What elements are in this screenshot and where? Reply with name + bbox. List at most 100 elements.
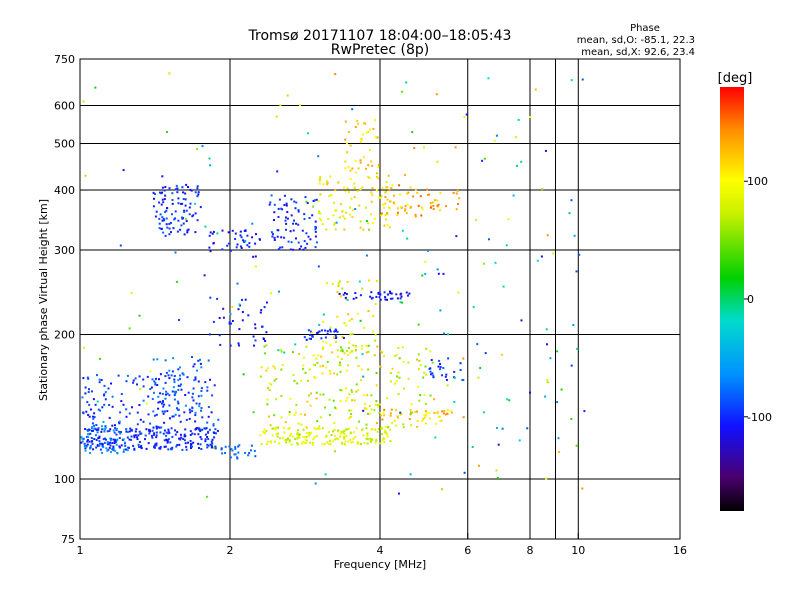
data-point — [361, 287, 364, 290]
data-point — [108, 446, 111, 449]
data-point — [446, 384, 449, 387]
y-tick-label: 100 — [54, 473, 75, 486]
data-point — [325, 282, 328, 285]
data-point — [94, 403, 97, 406]
data-point — [103, 441, 106, 444]
data-point — [229, 456, 232, 459]
data-point — [399, 297, 402, 300]
data-point — [506, 398, 509, 401]
data-point — [235, 246, 238, 249]
data-point — [128, 430, 131, 433]
data-point — [231, 320, 234, 322]
data-point — [188, 417, 191, 420]
data-point — [150, 434, 153, 437]
data-point — [233, 453, 236, 456]
data-point — [396, 297, 399, 300]
data-point — [119, 411, 122, 414]
data-point — [311, 443, 314, 446]
data-point — [177, 202, 180, 205]
data-point — [168, 394, 171, 397]
data-point — [122, 438, 125, 441]
data-point — [354, 126, 357, 129]
data-point — [236, 243, 239, 246]
data-point — [311, 334, 314, 337]
data-point — [207, 415, 210, 418]
data-point — [207, 444, 210, 447]
data-point — [432, 208, 435, 210]
data-point — [389, 428, 391, 431]
data-point — [144, 438, 146, 441]
data-point — [295, 403, 298, 406]
data-point — [325, 228, 328, 231]
data-point — [241, 311, 244, 313]
data-point — [113, 440, 116, 443]
data-point — [117, 374, 120, 377]
data-point — [309, 404, 312, 407]
data-point — [329, 440, 332, 443]
data-point — [272, 427, 275, 430]
data-point — [167, 430, 170, 433]
data-point — [374, 334, 377, 337]
data-point — [354, 350, 357, 353]
data-point — [382, 411, 385, 414]
data-point — [271, 235, 274, 238]
data-point — [396, 375, 398, 378]
data-point — [362, 375, 365, 378]
data-point — [431, 372, 434, 375]
data-point — [343, 430, 346, 433]
data-point — [201, 145, 204, 148]
data-point — [439, 368, 442, 371]
data-point — [336, 349, 339, 352]
data-point — [81, 396, 84, 399]
data-point — [395, 293, 398, 296]
data-point — [83, 444, 86, 447]
data-point — [125, 380, 128, 383]
data-point — [423, 393, 426, 396]
y-tick-label: 75 — [61, 533, 75, 546]
data-point — [326, 330, 329, 333]
data-point — [220, 448, 223, 451]
data-point — [314, 436, 317, 439]
data-point — [374, 428, 377, 431]
data-point — [204, 438, 207, 441]
data-point — [84, 447, 87, 450]
data-point — [325, 366, 328, 369]
data-point — [206, 446, 209, 449]
data-point — [342, 215, 345, 218]
data-point — [164, 359, 167, 362]
data-point — [315, 391, 318, 394]
data-point — [110, 451, 112, 454]
data-point — [324, 329, 327, 332]
data-point — [184, 404, 187, 407]
y-tick-label: 300 — [54, 244, 75, 257]
data-point — [165, 390, 168, 393]
data-point — [570, 364, 573, 367]
data-point — [298, 353, 300, 355]
data-point — [199, 443, 202, 446]
data-point — [273, 219, 275, 221]
data-point — [263, 345, 266, 348]
data-point — [439, 309, 442, 312]
data-point — [306, 242, 309, 245]
data-point — [285, 438, 288, 441]
data-point — [153, 197, 155, 200]
data-point — [303, 218, 306, 220]
y-tick-label: 200 — [54, 329, 75, 342]
data-point — [429, 206, 432, 209]
data-point — [373, 354, 376, 357]
data-point — [248, 452, 251, 455]
data-point — [327, 218, 330, 220]
data-point — [98, 435, 101, 438]
data-point — [116, 438, 119, 441]
data-point — [114, 427, 117, 430]
data-point — [374, 441, 377, 444]
data-point — [385, 186, 388, 189]
data-point — [332, 399, 335, 402]
data-point — [401, 229, 404, 232]
data-point — [384, 298, 387, 301]
data-point — [200, 387, 203, 390]
data-point — [171, 370, 174, 373]
data-point — [260, 309, 263, 312]
data-point — [156, 358, 159, 361]
data-point — [209, 296, 212, 299]
